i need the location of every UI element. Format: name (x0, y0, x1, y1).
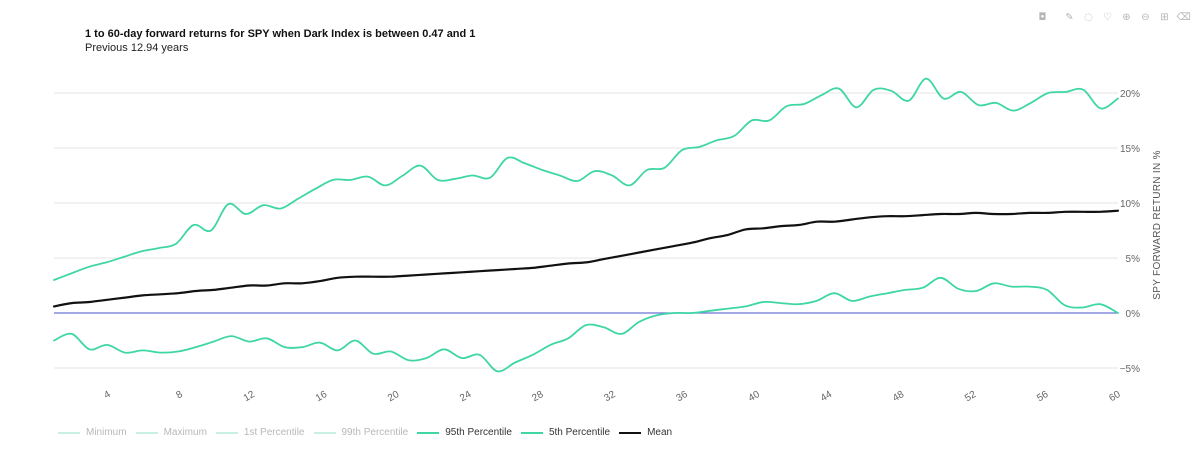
forward-returns-chart: −5%0%5%10%15%20% 4 8 12 16 20 24 28 32 36 40 44 48 5… (52, 77, 1163, 404)
x-tick-label: 24 (458, 389, 474, 404)
series-line-mean (52, 209, 1120, 308)
x-tick-label: 8 (174, 389, 185, 402)
zoom-in-icon[interactable]: ⊕ (1122, 11, 1131, 23)
legend-swatch (417, 431, 440, 434)
camera-icon[interactable]: ◘ (1038, 11, 1047, 23)
legend-item-95th-percentile[interactable]: 95th Percentile (417, 427, 512, 438)
legend-swatch (58, 431, 80, 434)
x-tick-label: 56 (1035, 389, 1051, 404)
chart-legend: Minimum Maximum 1st Percentile 99th Percent… (58, 427, 681, 438)
series-line-5th-percentile (53, 276, 1119, 373)
legend-label: Mean (647, 427, 673, 438)
zoom-out-icon[interactable]: ⊖ (1141, 11, 1150, 23)
x-tick-label: 60 (1107, 389, 1123, 404)
legend-label: 5th Percentile (548, 427, 611, 438)
x-tick-label: 28 (530, 389, 546, 404)
y-axis-label: SPY FORWARD RETURN IN % (1152, 150, 1163, 300)
legend-swatch (520, 431, 543, 434)
x-tick-label: 48 (891, 389, 907, 404)
legend-label: Minimum (86, 427, 127, 438)
legend-swatch (313, 431, 336, 434)
x-tick-label: 44 (819, 389, 835, 404)
y-tick-label: 15% (1120, 144, 1140, 155)
x-tick-label: 32 (602, 389, 618, 404)
x-tick-label: 52 (963, 389, 979, 404)
legend-swatch (135, 431, 158, 434)
legend-label: 1st Percentile (243, 427, 305, 438)
y-tick-label: 20% (1120, 89, 1140, 100)
x-tick-label: 4 (102, 389, 113, 402)
y-axis-ticks: −5% 0% 5% 10% 15% 20% (1120, 89, 1140, 375)
x-tick-label: 20 (386, 389, 402, 404)
legend-item-1st-percentile[interactable]: 1st Percentile (215, 427, 305, 438)
x-tick-label: 36 (675, 389, 691, 404)
lasso-icon[interactable]: ◌ (1084, 11, 1093, 23)
chart-toolbar: ◘ ✎ ◌ ♡ ⊕ ⊖ ⊞ ⌫ (1036, 11, 1191, 24)
series-lines (52, 77, 1120, 373)
x-tick-label: 12 (242, 389, 258, 404)
autoscale-icon[interactable]: ⊞ (1160, 11, 1169, 23)
reset-icon[interactable]: ⌫ (1176, 11, 1191, 23)
legend-item-99th-percentile[interactable]: 99th Percentile (313, 427, 409, 438)
x-tick-label: 40 (747, 389, 763, 404)
y-tick-label: 0% (1126, 309, 1141, 320)
legend-swatch (619, 431, 642, 434)
legend-label: 95th Percentile (445, 427, 512, 438)
legend-item-5th-percentile[interactable]: 5th Percentile (520, 427, 611, 438)
y-tick-label: 5% (1126, 254, 1141, 265)
chart-subtitle: Previous 12.94 years (85, 42, 189, 54)
y-tick-label: 10% (1120, 199, 1140, 210)
legend-item-minimum[interactable]: Minimum (58, 427, 127, 438)
x-axis-ticks: 4 8 12 16 20 24 28 32 36 40 44 48 52 56 60 (102, 389, 1123, 404)
heart-icon[interactable]: ♡ (1103, 11, 1112, 23)
chart-title: 1 to 60-day forward returns for SPY when… (85, 28, 476, 40)
legend-item-mean[interactable]: Mean (619, 427, 672, 438)
legend-label: 99th Percentile (341, 427, 409, 438)
legend-item-maximum[interactable]: Maximum (135, 427, 207, 438)
legend-label: Maximum (163, 427, 207, 438)
pencil-icon[interactable]: ✎ (1065, 11, 1074, 23)
series-line-95th-percentile (53, 77, 1119, 281)
grid-lines (54, 92, 1118, 369)
y-tick-label: −5% (1120, 364, 1140, 375)
legend-swatch (215, 431, 238, 434)
x-tick-label: 16 (314, 389, 330, 404)
